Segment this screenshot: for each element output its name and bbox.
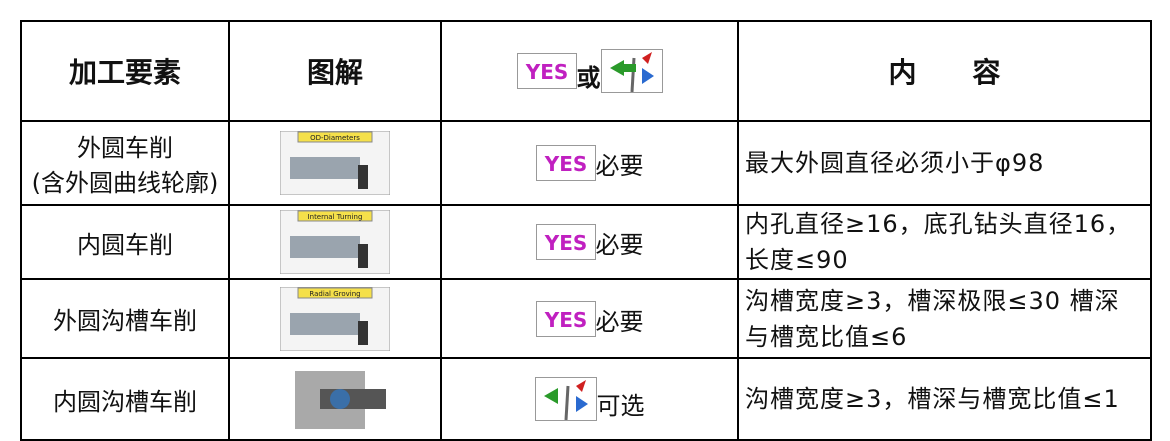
page: {"table": { "header": {"element": "加工要素"… (20, 20, 1152, 441)
figure-caption: Internal Turning (308, 213, 363, 221)
figure: Radial Groving (279, 286, 391, 351)
sign-icon (534, 377, 597, 421)
sign-arrow (575, 380, 586, 392)
tool (358, 320, 368, 345)
choice-cell: YES 必要 (440, 204, 739, 280)
figure-banner (297, 131, 373, 143)
header-cell: 图解 (228, 20, 442, 122)
choice-cell: 可选 (440, 357, 739, 441)
tool (358, 244, 368, 268)
workpiece (290, 312, 360, 335)
name-cell: 外圆车削 (含外圆曲线轮廓) (20, 120, 230, 206)
name-line: 外圆车削 (77, 134, 173, 162)
yes-text: YES (543, 308, 587, 332)
sign-arrow (543, 388, 558, 404)
figure: Internal Turning (279, 209, 391, 275)
figure-banner (297, 210, 373, 222)
row: 内圆沟槽车削 可选 沟槽宽度≥3，槽深与槽宽比值≤1 (20, 357, 1152, 441)
process-table: 加工要素 图解 YES 或 内 容 外圆车削 (含外圆曲线轮廓) OD-Diamete… (20, 20, 1152, 441)
figure: OD-Diameters (279, 130, 391, 196)
tool (358, 165, 368, 189)
choice-cell: YES 必要 (440, 120, 739, 206)
choice-label: 必要 (595, 231, 644, 259)
choice-label: 必要 (595, 152, 644, 180)
yes-text: YES (543, 231, 587, 255)
yes-icon: YES (535, 145, 596, 181)
content-cell: 最大外圆直径必须小于φ98 (737, 120, 1152, 206)
choice-label: 可选 (596, 392, 645, 420)
name-line: 内圆沟槽车削 (53, 387, 197, 416)
figure-banner (297, 287, 373, 298)
figure (295, 371, 386, 429)
figure-cell: Internal Turning (228, 204, 442, 280)
workpiece (290, 157, 360, 179)
or-text: 或 (576, 64, 601, 92)
row: 内圆车削 Internal Turning YES 必要 内孔直径≥16，底孔钻头直径1… (20, 204, 1152, 280)
sign-arrow (575, 396, 588, 412)
row: 外圆车削 (含外圆曲线轮廓) OD-Diameters YES 必要 最大外圆直径必须小于… (20, 120, 1152, 206)
content-cell: 沟槽宽度≥3，槽深极限≤30 槽深与槽宽比值≤6 (737, 278, 1152, 359)
header-cell: 内 容 (737, 20, 1152, 122)
choice-label: 必要 (595, 307, 644, 336)
content-cell: 内孔直径≥16，底孔钻头直径16，长度≤90 (737, 204, 1152, 280)
row: 外圆沟槽车削 Radial Groving YES 必要 沟槽宽度≥3，槽深极限≤30 … (20, 278, 1152, 359)
content-cell: 沟槽宽度≥3，槽深与槽宽比值≤1 (737, 357, 1152, 441)
name-line: (含外圆曲线轮廓) (31, 169, 219, 197)
yes-icon: YES (535, 300, 596, 337)
header-cell: 加工要素 (20, 20, 230, 122)
table-body: 外圆车削 (含外圆曲线轮廓) OD-Diameters YES 必要 最大外圆直径必须小于… (20, 120, 1152, 441)
yes-text: YES (543, 152, 587, 176)
workpiece (290, 236, 360, 258)
sign-icon (600, 49, 663, 93)
figure-caption: OD-Diameters (310, 134, 360, 142)
header-row: 加工要素 图解 YES 或 内 容 (20, 20, 1152, 122)
figure-cell: OD-Diameters (228, 120, 442, 206)
yes-icon: YES (535, 224, 596, 260)
name-cell: 内圆沟槽车削 (20, 357, 230, 441)
yes-icon: YES (516, 53, 577, 89)
name-line: 外圆沟槽车削 (53, 307, 197, 335)
name-cell: 内圆车削 (20, 204, 230, 280)
sign-post (564, 385, 569, 420)
choice-cell: YES 必要 (440, 278, 739, 359)
figure-caption: Radial Groving (309, 290, 360, 298)
yes-text: YES (524, 60, 568, 84)
header-cell: YES 或 (440, 20, 739, 122)
figure-cell: Radial Groving (228, 278, 442, 359)
name-line: 内圆车削 (77, 230, 173, 259)
name-cell: 外圆沟槽车削 (20, 278, 230, 359)
insert (330, 389, 350, 409)
bore (320, 389, 386, 409)
